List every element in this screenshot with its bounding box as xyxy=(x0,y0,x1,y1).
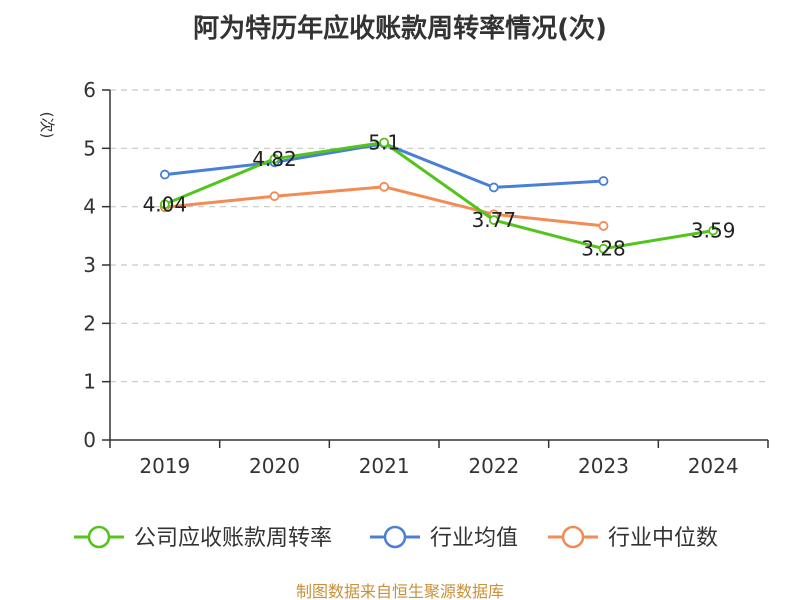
series-point-2 xyxy=(269,191,280,202)
series-line-2 xyxy=(164,185,604,228)
source-note: 制图数据来自恒生聚源数据库 xyxy=(296,582,504,600)
data-label: 4.82 xyxy=(252,147,297,171)
series-point-1 xyxy=(488,182,499,193)
series-point-2 xyxy=(598,221,609,231)
series-point-1 xyxy=(159,169,170,180)
series-point-0 xyxy=(488,215,499,225)
legend-label: 行业均值 xyxy=(430,526,518,551)
y-tick-label: 1 xyxy=(83,370,96,394)
x-tick-label: 2020 xyxy=(249,454,300,478)
y-tick-label: 0 xyxy=(83,428,96,452)
legend-item: 行业中位数 xyxy=(548,525,718,551)
series-point-0 xyxy=(159,199,170,210)
data-label: 3.28 xyxy=(581,237,626,261)
legend-label: 行业中位数 xyxy=(608,526,718,551)
y-tick-label: 4 xyxy=(83,195,96,219)
x-tick-label: 2024 xyxy=(688,454,739,478)
series-point-0 xyxy=(708,225,719,236)
series-layer xyxy=(159,137,719,254)
x-tick-label: 2022 xyxy=(468,454,519,478)
legend-swatch-marker xyxy=(87,525,111,549)
chart-title: 阿为特历年应收账款周转率情况(次) xyxy=(193,14,607,44)
legend-item: 公司应收账款周转率 xyxy=(74,525,332,551)
series-point-0 xyxy=(379,137,390,148)
legend-item: 行业均值 xyxy=(370,525,518,551)
data-label: 3.77 xyxy=(472,208,517,232)
series-point-1 xyxy=(598,176,609,186)
data-label: 3.59 xyxy=(691,219,736,243)
y-tick-label: 5 xyxy=(83,136,96,160)
legend-label: 公司应收账款周转率 xyxy=(134,526,332,551)
x-tick-label: 2021 xyxy=(359,454,410,478)
data-labels: 4.04 4.82 5.1 3.77 3.28 3.59 xyxy=(143,131,736,261)
y-tick-label: 2 xyxy=(83,311,96,335)
series-line-0 xyxy=(164,141,714,251)
legend: 公司应收账款周转率 行业均值 行业中位数 xyxy=(74,525,718,551)
grid-lines xyxy=(110,89,768,383)
y-tick-label: 3 xyxy=(83,253,96,277)
series-point-0 xyxy=(269,153,280,164)
legend-swatch-marker xyxy=(561,525,585,549)
data-label: 5.1 xyxy=(368,131,400,155)
x-tick-label: 2019 xyxy=(139,454,190,478)
axes: 0 1 2 3 4 5 6 2019 2020 2021 2022 2023 2024 xyxy=(83,78,769,478)
data-label: 4.04 xyxy=(143,192,188,216)
y-tick-label: 6 xyxy=(83,78,96,102)
series-point-0 xyxy=(598,243,609,254)
series-point-2 xyxy=(379,181,390,192)
legend-swatch-marker xyxy=(383,525,407,549)
x-tick-label: 2023 xyxy=(578,454,629,478)
y-axis-label: (次) xyxy=(38,112,56,139)
